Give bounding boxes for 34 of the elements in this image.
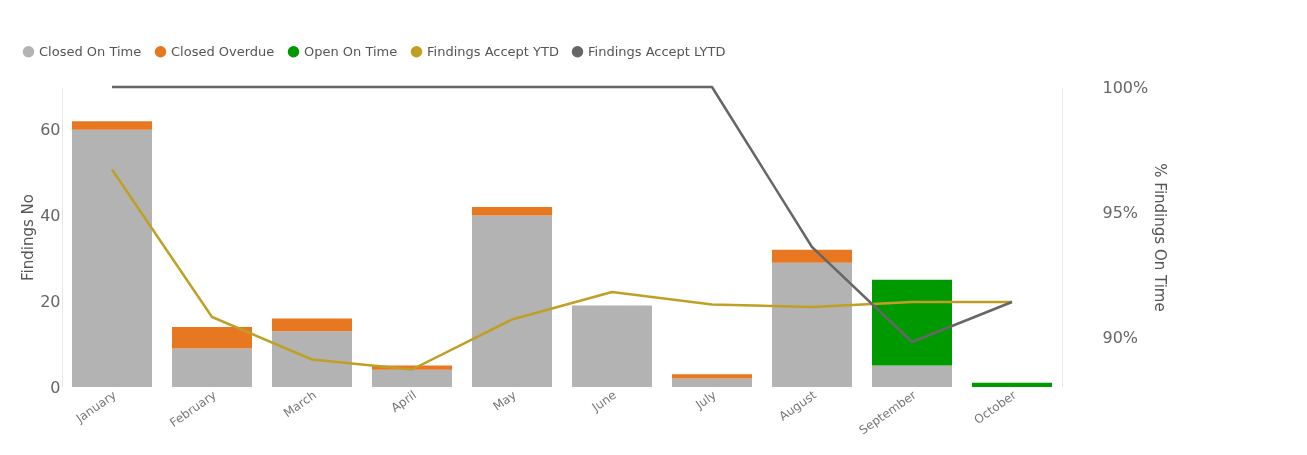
bar bbox=[872, 279, 952, 366]
bar bbox=[572, 305, 652, 387]
x-tick-label: May bbox=[490, 387, 519, 414]
line-series bbox=[110, 85, 1014, 344]
bar bbox=[172, 327, 252, 349]
legend-label: Findings Accept YTD bbox=[427, 43, 559, 59]
bar bbox=[72, 121, 152, 130]
bar bbox=[372, 369, 452, 387]
legend-label: Findings Accept LYTD bbox=[588, 43, 726, 59]
legend-label: Closed On Time bbox=[39, 43, 142, 59]
bar bbox=[872, 365, 952, 387]
legend-label: Open On Time bbox=[304, 43, 398, 59]
x-tick-label: July bbox=[692, 387, 719, 413]
bar bbox=[272, 331, 352, 387]
y2-axis-title: % Findings On Time bbox=[1151, 163, 1170, 312]
bar bbox=[172, 348, 252, 387]
y-tick-label: 60 bbox=[40, 120, 61, 140]
bar bbox=[672, 374, 752, 379]
y2-tick-label: 95% bbox=[1102, 202, 1139, 222]
y-axis-title: Findings No bbox=[19, 194, 38, 281]
bar bbox=[972, 382, 1052, 387]
bar bbox=[772, 249, 852, 263]
bar bbox=[672, 378, 752, 387]
legend-label: Closed Overdue bbox=[171, 43, 275, 59]
bar bbox=[472, 215, 552, 387]
y-tick-label: 20 bbox=[40, 291, 61, 311]
y2-tick-label: 90% bbox=[1102, 327, 1139, 347]
y-tick-label: 40 bbox=[40, 206, 61, 226]
y-tick-label: 0 bbox=[50, 377, 61, 397]
bar bbox=[472, 207, 552, 216]
bar bbox=[72, 129, 152, 387]
bar bbox=[272, 318, 352, 332]
bar bbox=[772, 262, 852, 387]
y2-tick-label: 100% bbox=[1102, 77, 1149, 97]
